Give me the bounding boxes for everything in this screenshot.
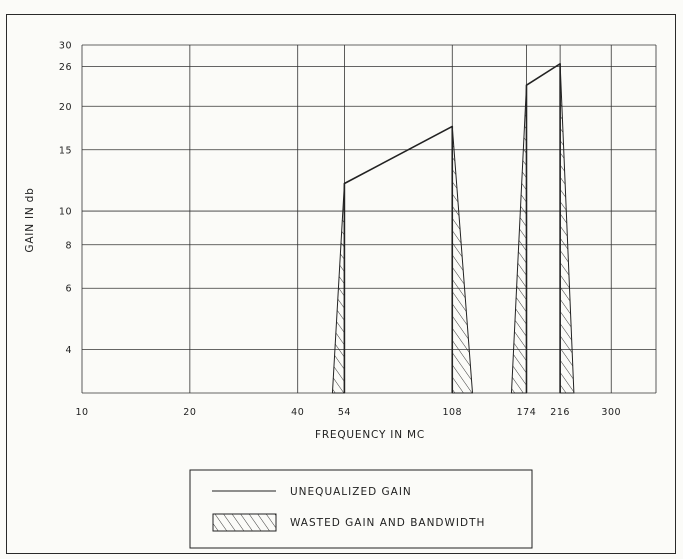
y-tick-label: 6	[65, 284, 72, 295]
legend-label-unequalized-gain: UNEQUALIZED GAIN	[290, 486, 412, 498]
legend-hatch-symbol	[212, 513, 277, 532]
y-tick-label: 8	[65, 240, 72, 251]
y-tick-label: 26	[59, 62, 72, 73]
legend: UNEQUALIZED GAIN WASTED GAIN AND BANDWID…	[189, 469, 533, 549]
wasted-region	[451, 126, 474, 394]
x-tick-labels: 10 20 40 54 108 174 216 300	[75, 407, 621, 418]
y-tick-label: 30	[59, 41, 72, 52]
wasted-region	[559, 63, 575, 394]
x-tick-label: 10	[75, 407, 88, 418]
gain-line	[525, 62, 561, 393]
y-axis-title: GAIN IN db	[24, 187, 36, 252]
legend-box	[189, 469, 533, 549]
x-tick-label: 108	[442, 407, 462, 418]
y-tick-label: 4	[65, 345, 72, 356]
y-tick-label: 20	[59, 102, 72, 113]
y-tick-label: 15	[59, 145, 72, 156]
legend-label-wasted-gain: WASTED GAIN AND BANDWIDTH	[290, 517, 485, 529]
figure-frame	[6, 14, 676, 554]
wasted-region	[510, 85, 527, 394]
x-tick-label: 174	[517, 407, 537, 418]
x-tick-label: 54	[338, 407, 351, 418]
y-tick-label: 10	[59, 207, 72, 218]
x-tick-label: 300	[601, 407, 621, 418]
x-tick-label: 40	[291, 407, 304, 418]
x-tick-label: 216	[550, 407, 570, 418]
x-axis-title: FREQUENCY IN MC	[315, 429, 425, 441]
y-tick-labels: 30 26 20 15 10 8 6 4	[59, 41, 72, 357]
gain-line	[343, 125, 454, 393]
x-tick-label: 20	[183, 407, 196, 418]
wasted-regions	[331, 63, 575, 394]
gain-lines	[343, 62, 561, 393]
